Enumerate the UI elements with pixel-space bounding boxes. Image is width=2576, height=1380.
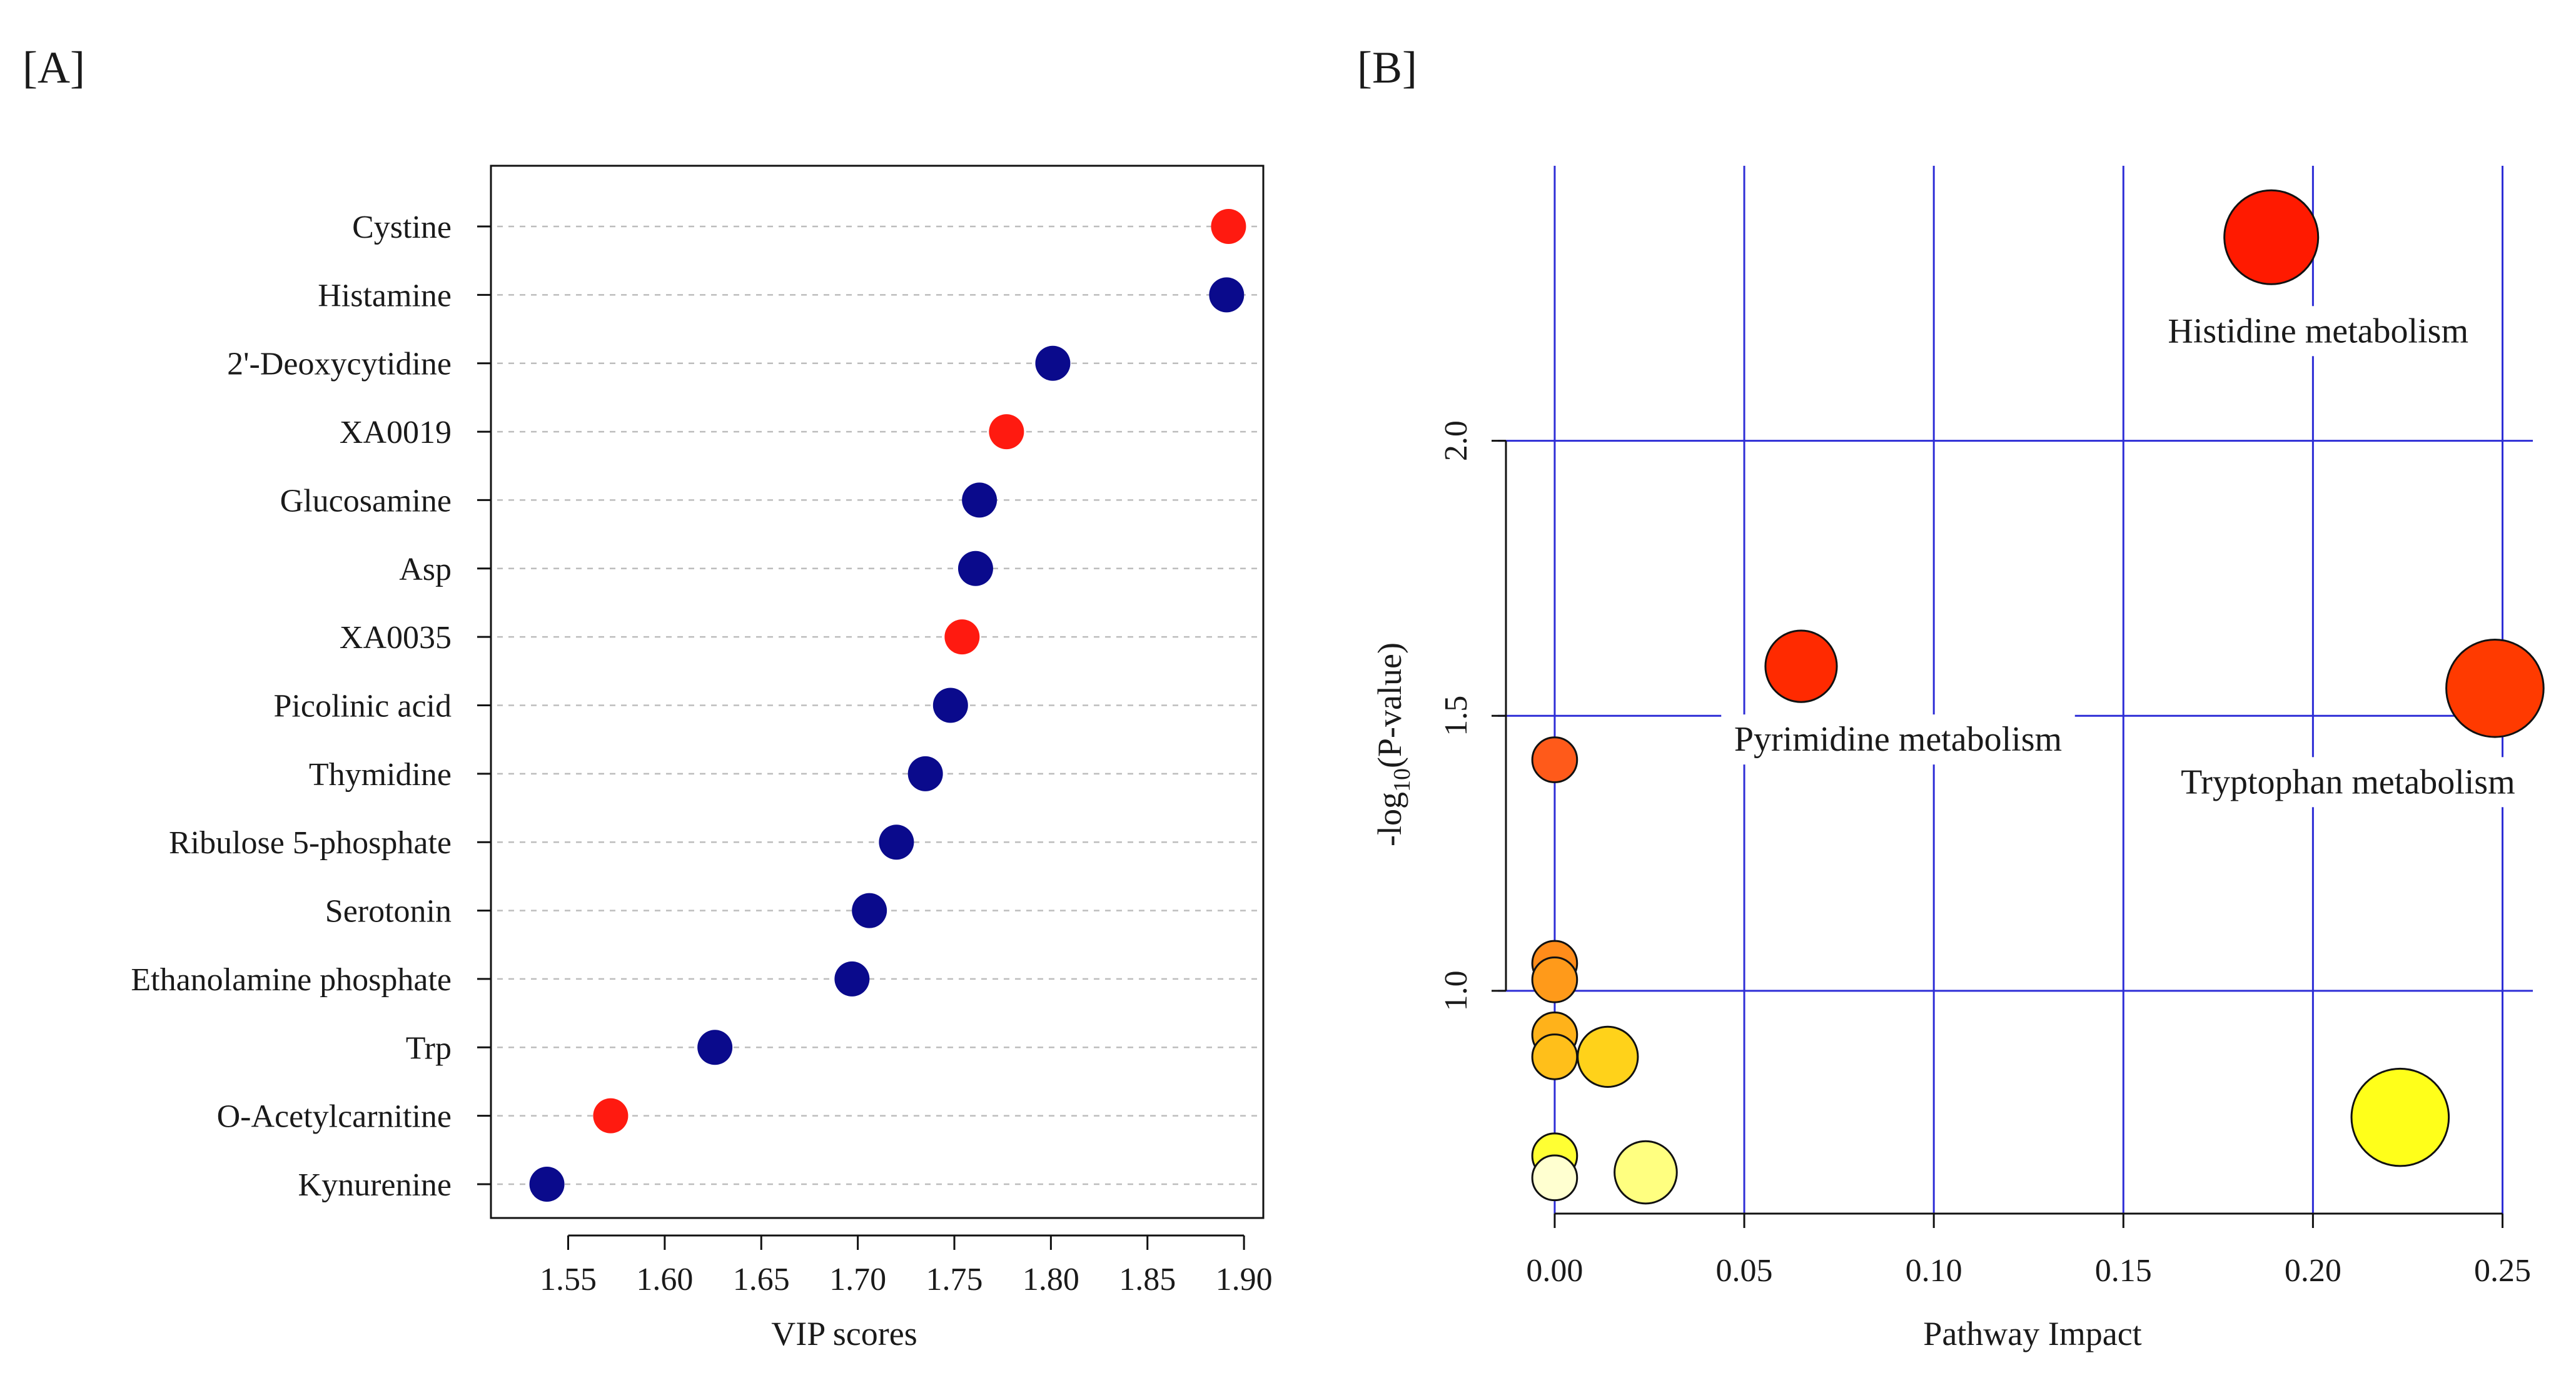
pathway-y-tick-label: 2.0 [1438, 420, 1474, 461]
vip-point [697, 1030, 733, 1065]
vip-metabolite-label: XA0019 [340, 415, 452, 450]
vip-x-tick-label: 1.55 [540, 1262, 597, 1297]
pathway-bubble [1531, 956, 1578, 1003]
vip-point [1209, 277, 1245, 313]
pathway-y-axis-title-subscript: 10 [1389, 768, 1415, 792]
vip-x-tick-label: 1.90 [1216, 1262, 1273, 1297]
pathway-bubble [1577, 1025, 1639, 1088]
vip-metabolite-label: Kynurenine [298, 1167, 452, 1203]
vip-point [593, 1098, 629, 1134]
vip-point [989, 414, 1024, 450]
vip-metabolite-label: Ribulose 5-phosphate [169, 825, 452, 861]
pathway-bubble [1531, 736, 1578, 783]
vip-point [879, 824, 914, 860]
vip-point [957, 550, 993, 586]
pathway-x-tick-label: 0.00 [1526, 1253, 1583, 1289]
vip-metabolite-label: O-Acetylcarnitine [217, 1099, 452, 1135]
panel-b-label: [B] [1357, 43, 1417, 93]
pathway-x-tick-label: 0.25 [2474, 1253, 2531, 1289]
pathway-y-axis-title-suffix: (P-value) [1371, 642, 1408, 768]
vip-metabolite-label: 2'-Deoxycytidine [227, 347, 452, 382]
vip-x-tick-label: 1.80 [1023, 1262, 1079, 1297]
vip-x-tick-label: 1.85 [1119, 1262, 1176, 1297]
vip-metabolite-label: Serotonin [325, 894, 452, 930]
vip-metabolite-label: Ethanolamine phosphate [131, 962, 452, 998]
vip-metabolite-label: Picolinic acid [274, 689, 452, 724]
pathway-label-background [1721, 714, 2075, 765]
vip-x-tick-label: 1.65 [733, 1262, 790, 1297]
vip-point [907, 756, 943, 791]
vip-point [932, 687, 968, 723]
pathway-bubble [2445, 639, 2545, 738]
vip-point [1211, 209, 1246, 244]
vip-score-chart: Cystine Histamine 2'-Deoxycytidine XA0019 Gl… [131, 165, 1273, 1352]
pathway-x-tick-label: 0.10 [1906, 1253, 1962, 1289]
vip-metabolite-label: Glucosamine [280, 483, 452, 519]
vip-point [1035, 345, 1071, 381]
pathway-bubble [1531, 1033, 1578, 1080]
pathway-y-tick-label: 1.0 [1438, 970, 1474, 1011]
vip-point [962, 482, 998, 518]
vip-metabolite-label: Trp [406, 1030, 452, 1066]
pathway-y-tick-label: 1.5 [1438, 696, 1474, 736]
pathway-annotation: Pyrimidine metabolism [1734, 720, 2062, 759]
vip-plot-frame [490, 165, 1265, 1219]
pathway-impact-chart: 1.0 1.5 2.0 0.00 0.05 0.10 0.15 0.20 0.25 Histid… [1371, 166, 2545, 1352]
panel-a-label: [A] [23, 43, 85, 93]
vip-metabolite-label: Histamine [318, 278, 452, 313]
pathway-bubble [2350, 1067, 2450, 1167]
pathway-x-tick-label: 0.20 [2285, 1253, 2341, 1289]
vip-x-tick-label: 1.70 [829, 1262, 886, 1297]
pathway-bubble [2223, 189, 2320, 285]
vip-metabolite-label: Cystine [352, 210, 452, 245]
vip-x-tick-label: 1.60 [636, 1262, 693, 1297]
vip-point [944, 619, 980, 655]
pathway-label-background [2171, 757, 2525, 808]
pathway-bubble [1614, 1140, 1678, 1205]
pathway-bubble [1531, 1154, 1578, 1202]
pathway-label-background [2149, 306, 2487, 357]
vip-metabolite-label: Asp [399, 552, 452, 587]
vip-point [529, 1167, 565, 1202]
vip-x-tick-label: 1.75 [926, 1262, 983, 1297]
vip-metabolite-label: XA0035 [340, 620, 452, 656]
vip-metabolite-label: Thymidine [309, 757, 452, 793]
pathway-annotation: Histidine metabolism [2168, 312, 2468, 350]
pathway-x-tick-label: 0.05 [1716, 1253, 1773, 1289]
pathway-annotation: Tryptophan metabolism [2181, 763, 2515, 801]
vip-x-axis-title: VIP scores [771, 1315, 917, 1352]
pathway-y-axis-title: -log10(P-value) [1371, 642, 1415, 846]
vip-point [852, 893, 887, 928]
pathway-x-tick-label: 0.15 [2095, 1253, 2152, 1289]
pathway-x-axis-title: Pathway Impact [1923, 1315, 2141, 1352]
vip-point [834, 961, 870, 997]
pathway-bubble [1764, 629, 1838, 703]
pathway-y-axis-title-prefix: -log [1371, 792, 1408, 846]
